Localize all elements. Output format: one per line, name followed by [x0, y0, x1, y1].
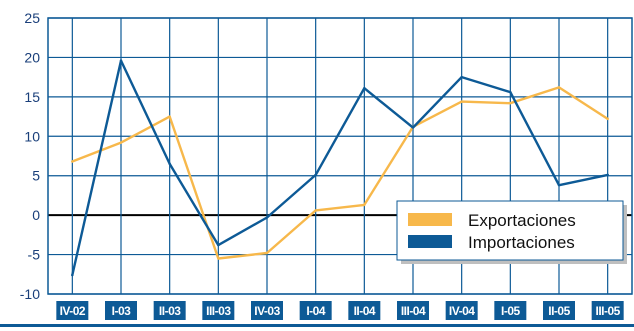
- data-point: [168, 162, 171, 166]
- data-point: [265, 216, 269, 219]
- x-tick-box: [153, 301, 186, 320]
- data-point: [71, 273, 74, 277]
- x-tick-box: [445, 301, 478, 320]
- y-tick-label: 10: [24, 128, 40, 144]
- data-point: [557, 86, 561, 89]
- data-point: [460, 75, 463, 79]
- x-tick-box: [494, 301, 527, 320]
- data-point: [606, 117, 609, 121]
- x-tick-box: [251, 301, 283, 320]
- data-point: [119, 59, 123, 62]
- data-series: [71, 59, 609, 277]
- legend-swatch-importaciones: [408, 235, 452, 248]
- x-tick-label: III-05: [595, 304, 620, 318]
- data-point: [509, 101, 512, 105]
- legend-swatch-exportaciones: [408, 213, 452, 226]
- x-tick-label: IV-04: [449, 304, 475, 318]
- data-point: [460, 100, 463, 103]
- x-tick-label: I-03: [112, 304, 132, 318]
- x-tick-box: [56, 301, 89, 320]
- data-point: [119, 141, 123, 144]
- x-tick-label: II-03: [159, 304, 181, 318]
- x-axis-ticks: IV-02 I-03 II-03 III-03 IV-03 I-04 II-04 III-04…: [56, 301, 624, 320]
- data-point: [168, 115, 171, 118]
- y-tick-label: 20: [24, 49, 40, 65]
- legend-label-importaciones: Importaciones: [468, 233, 575, 252]
- x-tick-box: [202, 301, 235, 320]
- x-tick-box: [105, 301, 137, 320]
- data-point: [606, 173, 609, 177]
- x-tick-box: [543, 301, 575, 320]
- x-tick-box: [348, 301, 381, 320]
- x-tick-label: III-04: [401, 304, 426, 318]
- series-line-exportaciones: [71, 86, 609, 260]
- x-tick-label: IV-03: [254, 304, 280, 318]
- y-axis-ticks: 25 20 15 10 5 0 -5 -10: [20, 10, 40, 302]
- data-point: [363, 86, 366, 90]
- x-tick-label: II-04: [354, 304, 376, 318]
- y-tick-label: 0: [32, 207, 40, 223]
- data-point: [217, 243, 220, 247]
- data-point: [363, 203, 366, 207]
- data-point: [557, 183, 561, 187]
- x-tick-label: I-04: [306, 304, 326, 318]
- data-point: [265, 251, 269, 255]
- x-tick-label: III-03: [206, 304, 231, 318]
- x-tick-label: II-05: [548, 304, 570, 318]
- data-point: [411, 126, 415, 129]
- y-tick-label: 25: [24, 10, 40, 26]
- y-tick-label: 15: [24, 89, 40, 105]
- data-point: [509, 90, 512, 94]
- legend-label-exportaciones: Exportaciones: [468, 211, 576, 230]
- legend: Exportaciones Importaciones: [396, 200, 627, 264]
- series-line-importaciones: [71, 59, 609, 277]
- x-tick-label: I-05: [501, 304, 521, 318]
- data-point: [217, 257, 220, 260]
- x-tick-box: [591, 301, 624, 320]
- x-tick-box: [299, 301, 332, 320]
- x-tick-box: [397, 301, 429, 320]
- y-tick-label: -5: [28, 247, 41, 263]
- plot-frame: [47, 17, 633, 295]
- x-tick-label: IV-02: [60, 304, 86, 318]
- legend-box: [396, 200, 624, 261]
- data-point: [314, 173, 317, 177]
- data-point: [314, 209, 317, 212]
- y-tick-label: 5: [32, 168, 40, 184]
- bottom-rule: [0, 324, 634, 327]
- data-point: [71, 160, 74, 163]
- y-tick-label: -10: [20, 286, 40, 302]
